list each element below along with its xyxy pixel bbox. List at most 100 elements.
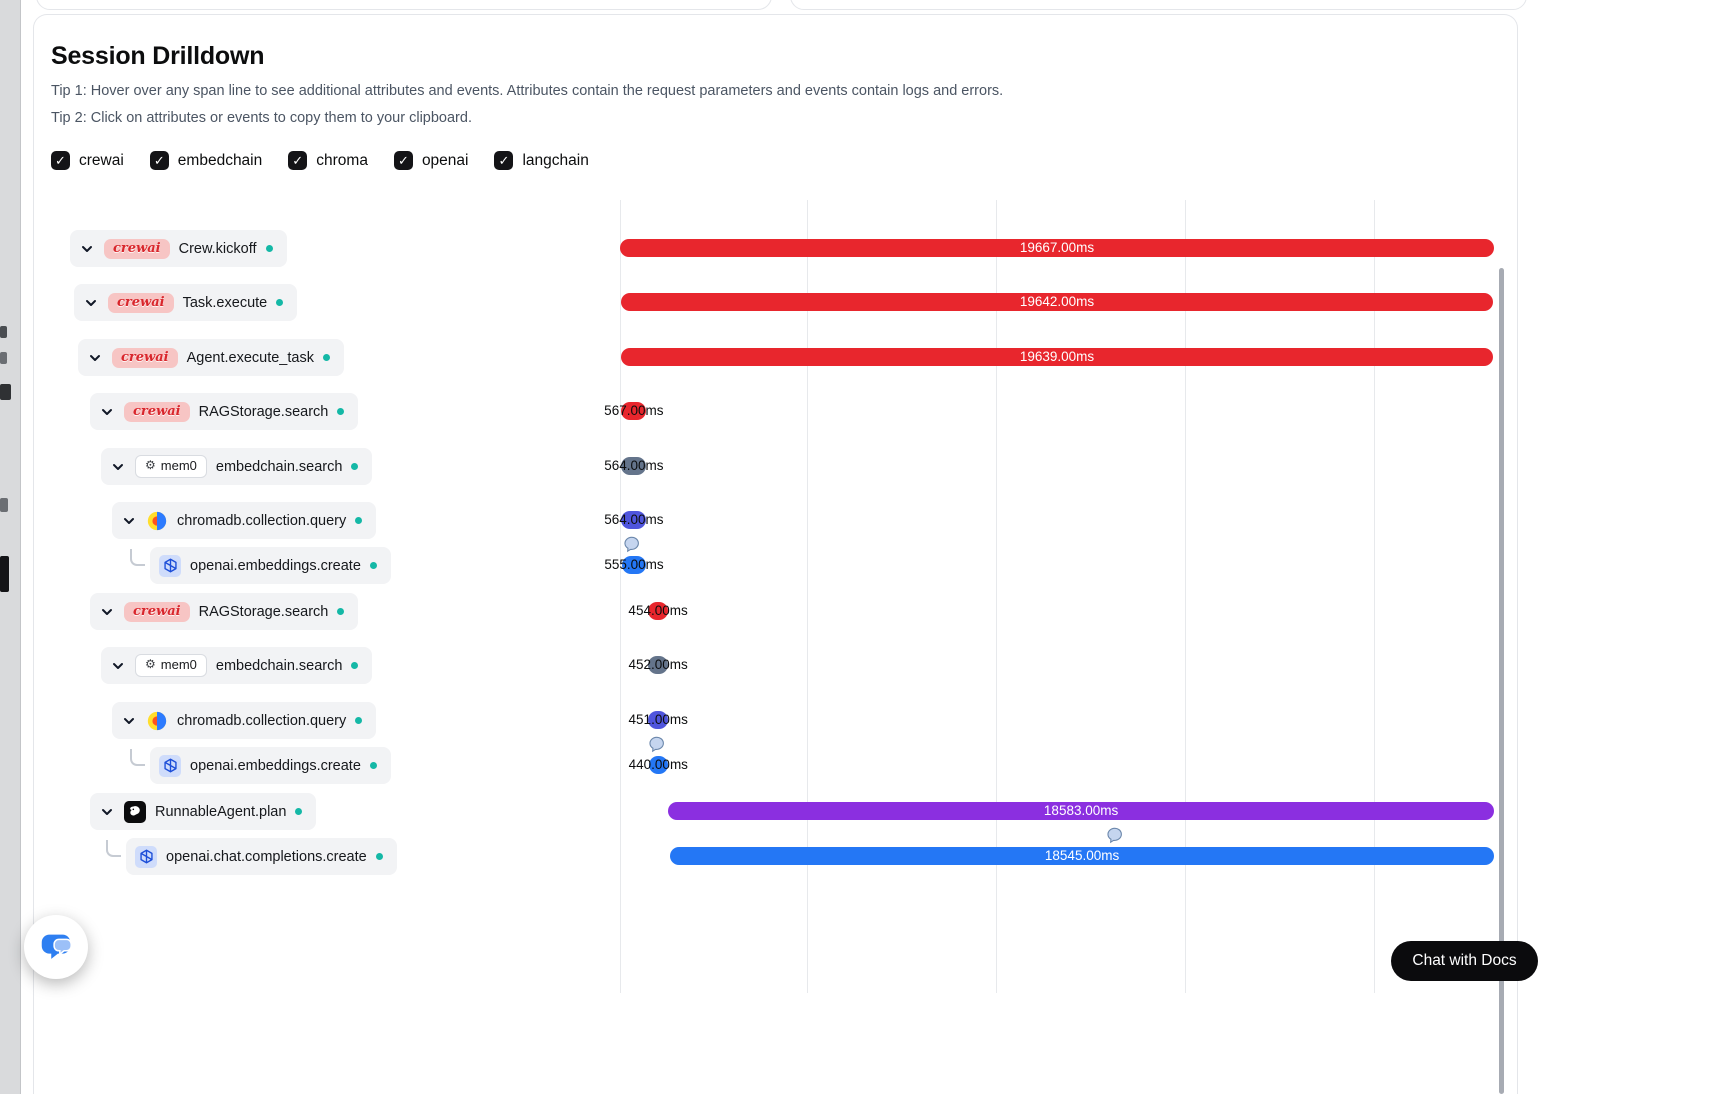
openai-logo xyxy=(135,845,157,868)
checkbox-embedchain[interactable]: ✓ xyxy=(149,151,169,170)
span-duration-label: 18583.00ms xyxy=(1043,803,1119,818)
span-bar[interactable] xyxy=(647,602,669,620)
filter-openai[interactable]: ✓ openai xyxy=(393,151,469,170)
timeline-gridline xyxy=(620,200,621,993)
span-status-dot xyxy=(369,562,377,569)
checkbox-crewai[interactable]: ✓ xyxy=(51,151,70,170)
openai-logo xyxy=(159,554,181,577)
elbow-connector-icon xyxy=(130,749,145,766)
span-row-label[interactable]: ⚙ mem0 embedchain.search xyxy=(101,647,373,684)
span-row-label[interactable]: openai.chat.completions.create xyxy=(126,838,397,875)
filter-checkbox-group: ✓ crewai ✓ embedchain ✓ chroma ✓ openai ✓ langcha… xyxy=(51,151,589,170)
vertical-scrollbar[interactable] xyxy=(1499,268,1504,1094)
chat-launcher-button[interactable] xyxy=(24,915,88,979)
span-row-label[interactable]: RunnableAgent.plan xyxy=(90,793,317,830)
tip-2-text: Tip 2: Click on attributes or events to … xyxy=(51,110,472,126)
window-edge-artifact xyxy=(0,384,11,400)
timeline-gridline xyxy=(1185,200,1186,993)
span-row-label[interactable]: crewai Crew.kickoff xyxy=(70,230,287,267)
chroma-logo xyxy=(146,710,168,732)
span-row-label[interactable]: crewai RAGStorage.search xyxy=(90,593,359,630)
span-bar[interactable] xyxy=(648,656,669,674)
span-name: embedchain.search xyxy=(215,458,343,475)
filter-langchain[interactable]: ✓ langchain xyxy=(494,151,589,170)
chevron-down-icon[interactable] xyxy=(87,350,103,366)
crewai-logo: crewai xyxy=(112,347,178,368)
span-row-label[interactable]: openai.embeddings.create xyxy=(150,547,391,584)
span-row-label[interactable]: crewai Agent.execute_task xyxy=(78,339,344,376)
span-duration-label: 555.00ms xyxy=(604,557,664,572)
span-name: embedchain.search xyxy=(215,657,343,674)
span-duration-label: 440.00ms xyxy=(628,757,688,772)
span-row-label[interactable]: openai.embeddings.create xyxy=(150,747,391,784)
checkbox-chroma[interactable]: ✓ xyxy=(288,151,308,170)
elbow-connector-icon xyxy=(130,549,145,566)
filter-label: langchain xyxy=(522,151,589,169)
langchain-logo xyxy=(124,800,146,823)
chevron-down-icon[interactable] xyxy=(99,604,115,620)
background-window-edge xyxy=(0,0,21,1094)
event-bubble-icon[interactable] xyxy=(623,535,641,558)
span-status-dot xyxy=(276,299,284,306)
span-row-label[interactable]: crewai RAGStorage.search xyxy=(90,393,359,430)
span-bar[interactable] xyxy=(620,293,1494,311)
mem0-logo: ⚙ mem0 xyxy=(135,454,207,479)
span-name: openai.chat.completions.create xyxy=(166,848,367,865)
elbow-connector-icon xyxy=(106,840,121,857)
span-name: chromadb.collection.query xyxy=(177,712,347,729)
span-duration-label: 18545.00ms xyxy=(1044,848,1120,863)
chevron-down-icon[interactable] xyxy=(99,404,115,420)
filter-chroma[interactable]: ✓ chroma xyxy=(288,151,368,170)
window-edge-artifact xyxy=(0,556,9,592)
filter-label: chroma xyxy=(316,151,368,169)
span-bar[interactable] xyxy=(668,802,1494,820)
filter-label: embedchain xyxy=(177,151,263,169)
span-bar[interactable] xyxy=(648,711,669,729)
chevron-down-icon[interactable] xyxy=(79,241,95,257)
span-row-label[interactable]: chromadb.collection.query xyxy=(112,502,377,539)
span-bar[interactable] xyxy=(669,847,1495,865)
window-edge-artifact xyxy=(0,352,7,364)
chevron-down-icon[interactable] xyxy=(110,459,126,475)
span-status-dot xyxy=(295,808,303,815)
span-bar[interactable] xyxy=(621,457,647,475)
chevron-down-icon[interactable] xyxy=(99,804,115,820)
checkbox-openai[interactable]: ✓ xyxy=(393,151,413,170)
span-bar[interactable] xyxy=(621,402,647,420)
filter-crewai[interactable]: ✓ crewai xyxy=(51,151,124,170)
span-name: Crew.kickoff xyxy=(178,240,257,257)
event-bubble-icon[interactable] xyxy=(1106,826,1124,849)
span-name: RAGStorage.search xyxy=(198,403,329,420)
span-duration-label: 19642.00ms xyxy=(1019,294,1095,309)
filter-embedchain[interactable]: ✓ embedchain xyxy=(149,151,263,170)
chevron-down-icon[interactable] xyxy=(121,513,137,529)
span-bar[interactable] xyxy=(620,239,1494,257)
span-bar[interactable] xyxy=(621,511,647,529)
timeline-gridline xyxy=(807,200,808,993)
span-row-label[interactable]: chromadb.collection.query xyxy=(112,702,377,739)
crewai-logo: crewai xyxy=(124,401,190,422)
span-status-dot xyxy=(322,354,330,361)
chat-with-docs-button[interactable]: Chat with Docs xyxy=(1391,941,1538,981)
span-status-dot xyxy=(369,762,377,769)
span-bar[interactable] xyxy=(621,556,647,574)
window-edge-artifact xyxy=(0,498,8,512)
chevron-down-icon[interactable] xyxy=(83,295,99,311)
page-title: Session Drilldown xyxy=(51,42,265,70)
chevron-down-icon[interactable] xyxy=(121,713,137,729)
filter-label: crewai xyxy=(79,151,124,169)
background-panel-left xyxy=(36,0,772,10)
background-panel-right xyxy=(790,0,1527,10)
checkbox-langchain[interactable]: ✓ xyxy=(494,151,514,170)
openai-logo xyxy=(159,754,181,777)
span-row-label[interactable]: ⚙ mem0 embedchain.search xyxy=(101,448,373,485)
span-status-dot xyxy=(355,517,363,524)
span-row-label[interactable]: crewai Task.execute xyxy=(74,284,298,321)
chevron-down-icon[interactable] xyxy=(110,658,126,674)
span-bar[interactable] xyxy=(648,756,669,774)
span-bar[interactable] xyxy=(620,348,1494,366)
span-name: Task.execute xyxy=(182,294,268,311)
event-bubble-icon[interactable] xyxy=(648,735,666,758)
filter-label: openai xyxy=(421,151,469,169)
